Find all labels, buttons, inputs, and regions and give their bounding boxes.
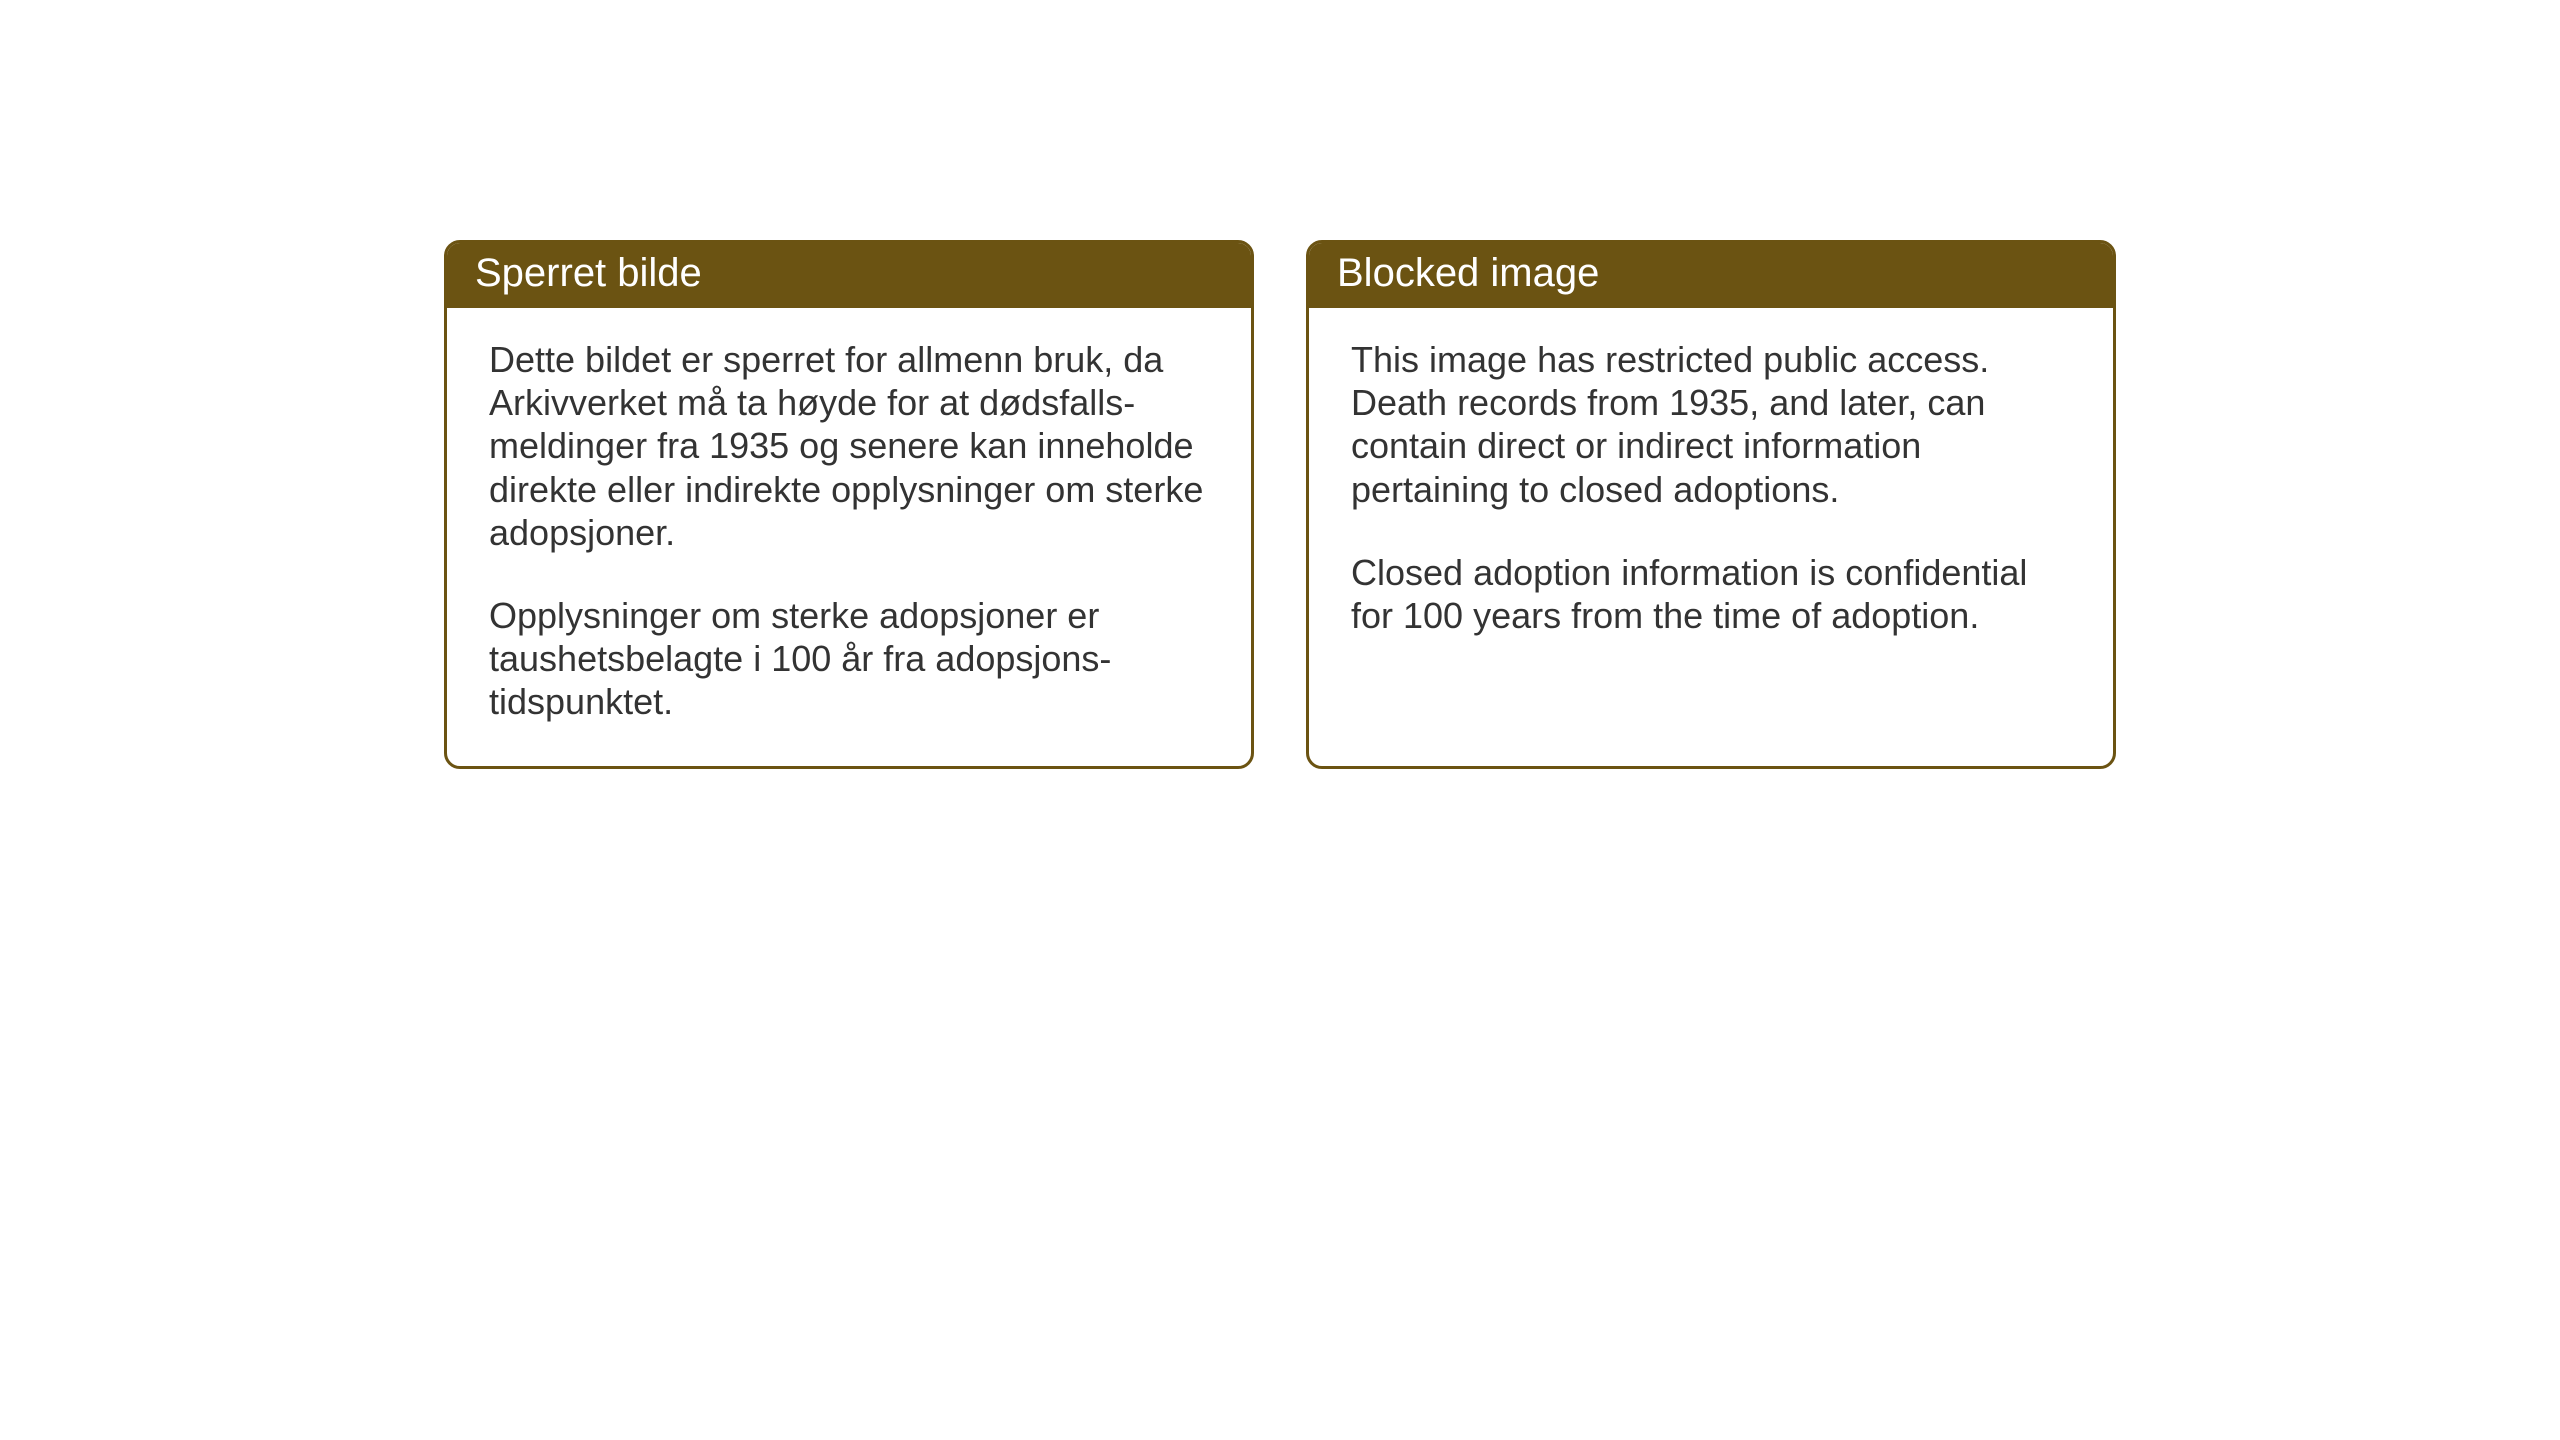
notice-card-norwegian: Sperret bilde Dette bildet er sperret fo…	[444, 240, 1254, 769]
notice-body-norwegian: Dette bildet er sperret for allmenn bruk…	[447, 308, 1251, 766]
notice-body-english: This image has restricted public access.…	[1309, 308, 2113, 738]
notice-paragraph-1-norwegian: Dette bildet er sperret for allmenn bruk…	[489, 338, 1209, 554]
notice-header-english: Blocked image	[1309, 243, 2113, 308]
notice-paragraph-1-english: This image has restricted public access.…	[1351, 338, 2071, 511]
notice-paragraph-2-english: Closed adoption information is confident…	[1351, 551, 2071, 637]
notice-card-english: Blocked image This image has restricted …	[1306, 240, 2116, 769]
notice-header-norwegian: Sperret bilde	[447, 243, 1251, 308]
notice-paragraph-2-norwegian: Opplysninger om sterke adopsjoner er tau…	[489, 594, 1209, 724]
notice-container: Sperret bilde Dette bildet er sperret fo…	[444, 240, 2116, 769]
